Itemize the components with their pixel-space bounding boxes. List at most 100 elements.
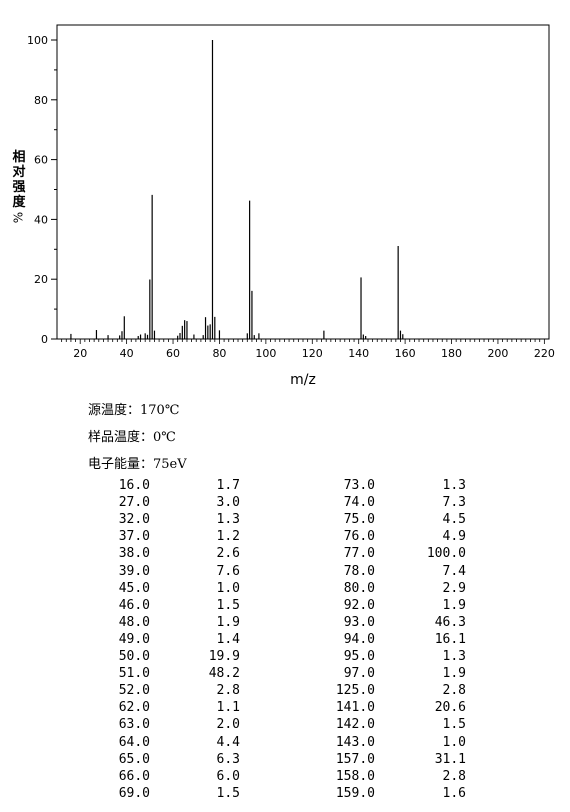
table-row: 64.0 4.4 143.0 1.0 <box>0 735 570 752</box>
intensity-value: 1.3 <box>216 512 240 528</box>
x-tick-label: 80 <box>212 347 226 360</box>
mz-value: 94.0 <box>343 631 375 647</box>
intensity-value: 6.0 <box>216 768 240 784</box>
plot-frame <box>56 24 550 340</box>
intensity-value: 1.0 <box>442 734 466 750</box>
intensity-value: 7.6 <box>216 563 240 579</box>
mz-value: 62.0 <box>118 700 150 716</box>
mz-value: 16.0 <box>118 478 150 493</box>
intensity-value: 2.9 <box>442 580 466 596</box>
mz-value: 69.0 <box>118 785 150 801</box>
table-row: 39.0 7.6 78.0 7.4 <box>0 564 570 581</box>
table-row: 48.0 1.9 93.0 46.3 <box>0 615 570 632</box>
table-row: 52.0 2.8 125.0 2.8 <box>0 683 570 700</box>
intensity-value: 46.3 <box>434 614 466 630</box>
intensity-value: 6.3 <box>216 751 240 767</box>
table-row: 27.0 3.0 74.0 7.3 <box>0 495 570 512</box>
table-row: 66.0 6.0 158.0 2.8 <box>0 769 570 786</box>
mz-value: 143.0 <box>335 734 375 750</box>
x-tick-label: 220 <box>534 347 555 360</box>
intensity-value: 2.6 <box>216 546 240 562</box>
table-row: 38.0 2.6 77.0 100.0 <box>0 546 570 563</box>
mz-value: 75.0 <box>343 512 375 528</box>
intensity-value: 4.9 <box>442 529 466 545</box>
mz-value: 51.0 <box>118 666 150 682</box>
intensity-value: 1.3 <box>442 649 466 664</box>
spectrum-bars <box>70 40 404 339</box>
electron-energy: 电子能量：75eV <box>88 457 187 472</box>
intensity-value: 7.3 <box>442 495 466 511</box>
x-tick-label: 160 <box>395 347 416 360</box>
intensity-value: 1.5 <box>442 717 466 733</box>
y-axis-label-char: % <box>11 211 26 224</box>
mz-value: 64.0 <box>118 734 150 750</box>
intensity-value: 4.5 <box>442 512 466 528</box>
table-row: 49.0 1.4 94.0 16.1 <box>0 632 570 649</box>
mz-value: 46.0 <box>118 597 150 613</box>
intensity-value: 2.0 <box>216 717 240 733</box>
mz-value: 38.0 <box>118 546 150 562</box>
mz-value: 77.0 <box>343 546 375 562</box>
mz-value: 52.0 <box>118 683 150 699</box>
x-tick-label: 120 <box>302 347 323 360</box>
intensity-value: 4.4 <box>216 734 240 750</box>
intensity-value: 3.0 <box>216 495 240 511</box>
mz-value: 142.0 <box>335 717 375 733</box>
intensity-value: 31.1 <box>434 751 466 767</box>
x-axis: 20 40 60 80 100 120 140 160 180 200 220 <box>61 339 555 360</box>
mz-value: 93.0 <box>343 614 375 630</box>
mz-value: 49.0 <box>118 631 150 647</box>
intensity-value: 1.6 <box>442 785 466 801</box>
table-row: 62.0 1.1 141.0 20.6 <box>0 700 570 717</box>
table-row: 16.0 1.7 73.0 1.3 <box>0 478 570 495</box>
mz-value: 78.0 <box>343 563 375 579</box>
y-tick-label: 0 <box>41 333 48 346</box>
table-row: 69.0 1.5 159.0 1.6 <box>0 786 570 803</box>
y-tick-label: 100 <box>27 34 48 47</box>
intensity-value: 19.9 <box>208 649 240 664</box>
x-tick-label: 20 <box>73 347 87 360</box>
y-axis-label-char: 相 <box>12 150 26 165</box>
intensity-value: 100.0 <box>426 546 466 562</box>
y-tick-label: 60 <box>34 154 48 167</box>
x-tick-label: 200 <box>487 347 508 360</box>
mz-value: 45.0 <box>118 580 150 596</box>
intensity-value: 1.9 <box>442 597 466 613</box>
table-row: 32.0 1.3 75.0 4.5 <box>0 512 570 529</box>
mz-value: 92.0 <box>343 597 375 613</box>
table-row: 45.0 1.0 80.0 2.9 <box>0 581 570 598</box>
intensity-value: 48.2 <box>208 666 240 682</box>
mz-value: 27.0 <box>118 495 150 511</box>
x-tick-label: 40 <box>120 347 134 360</box>
intensity-value: 2.8 <box>442 768 466 784</box>
intensity-value: 1.4 <box>216 631 240 647</box>
sample-temperature: 样品温度：0℃ <box>88 430 176 445</box>
mz-value: 32.0 <box>118 512 150 528</box>
mz-value: 50.0 <box>118 649 150 664</box>
intensity-value: 1.9 <box>442 666 466 682</box>
mz-value: 66.0 <box>118 768 150 784</box>
table-row: 50.0 19.9 95.0 1.3 <box>0 649 570 666</box>
table-row: 63.0 2.0 142.0 1.5 <box>0 717 570 734</box>
mz-value: 65.0 <box>118 751 150 767</box>
mz-value: 95.0 <box>343 649 375 664</box>
intensity-value: 1.9 <box>216 614 240 630</box>
y-axis-label-char: 对 <box>12 165 26 180</box>
intensity-value: 2.8 <box>442 683 466 699</box>
x-tick-label: 100 <box>255 347 276 360</box>
table-row: 65.0 6.3 157.0 31.1 <box>0 752 570 769</box>
mz-value: 76.0 <box>343 529 375 545</box>
mz-value: 48.0 <box>118 614 150 630</box>
intensity-value: 1.3 <box>442 478 466 493</box>
mz-value: 73.0 <box>343 478 375 493</box>
mz-value: 74.0 <box>343 495 375 511</box>
mz-value: 141.0 <box>335 700 375 716</box>
x-tick-label: 140 <box>348 347 369 360</box>
mz-value: 125.0 <box>335 683 375 699</box>
intensity-value: 1.5 <box>216 785 240 801</box>
mz-value: 159.0 <box>335 785 375 801</box>
intensity-value: 2.8 <box>216 683 240 699</box>
intensity-value: 16.1 <box>434 631 466 647</box>
mz-value: 37.0 <box>118 529 150 545</box>
